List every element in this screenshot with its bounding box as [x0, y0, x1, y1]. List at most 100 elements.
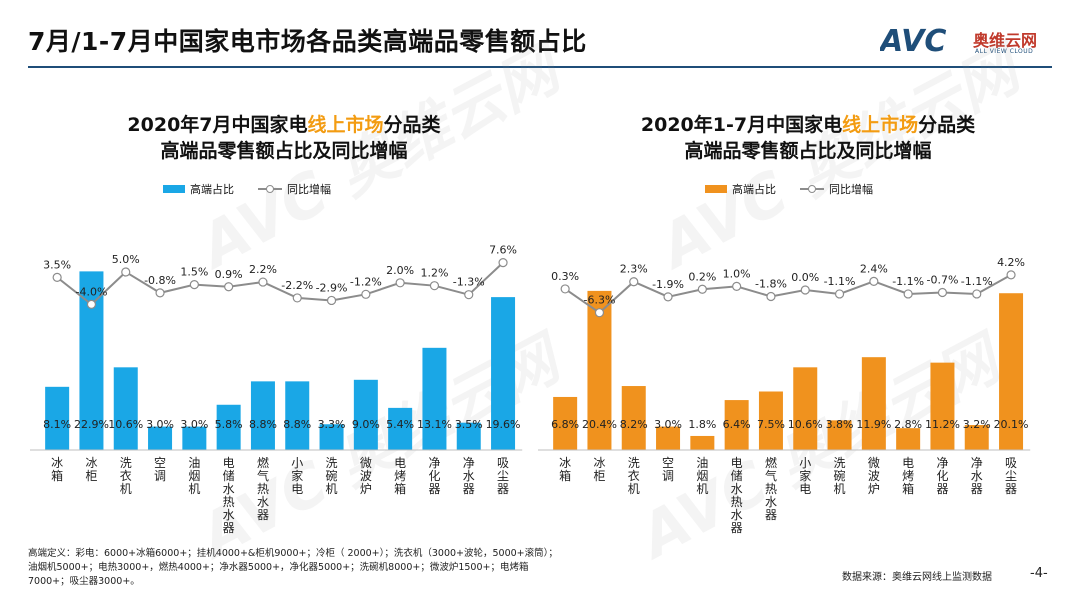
bar: [216, 404, 241, 450]
growth-point: [1006, 270, 1016, 280]
bar-value-label: 20.4%: [582, 418, 617, 431]
category-label: 洗碗机: [326, 456, 338, 496]
growth-point: [663, 292, 673, 302]
category-label: 吸尘器: [1005, 456, 1017, 496]
growth-point: [498, 258, 508, 268]
bar-value-label: 20.1%: [994, 418, 1029, 431]
growth-point: [189, 279, 199, 290]
bar-value-label: 11.2%: [925, 418, 960, 431]
growth-line: [564, 274, 1012, 314]
growth-point: [629, 277, 639, 287]
bar: [896, 428, 921, 450]
growth-value-label: 1.2%: [420, 267, 448, 280]
growth-value-label: -0.7%: [926, 274, 958, 287]
category-label: 电储水热水器: [223, 456, 235, 535]
bar: [422, 347, 447, 450]
category-label: 燃气热水器: [765, 455, 777, 522]
growth-value-label: -1.1%: [892, 275, 924, 288]
title-divider: [28, 66, 1052, 68]
bar-value-label: 6.4%: [723, 418, 751, 431]
bar-value-label: 5.4%: [386, 418, 414, 431]
bar-value-label: 1.8%: [688, 418, 716, 431]
bar-value-label: 3.0%: [654, 418, 682, 431]
legend-line-marker-icon: [258, 185, 282, 193]
bar: [587, 290, 612, 450]
category-label: 电烤箱: [902, 456, 914, 496]
growth-value-label: -1.2%: [350, 275, 382, 288]
bar: [113, 367, 138, 450]
bar: [353, 379, 378, 450]
growth-point: [903, 289, 913, 299]
bar-value-label: 3.2%: [963, 418, 991, 431]
left-chart: 8.1% 22.9% 10.6% 3.0% 3.0% 5.8% 8.8% 8.8% 3.3% 9.…: [30, 244, 523, 535]
growth-value-label: -2.9%: [316, 281, 348, 294]
category-label: 冰柜: [85, 456, 97, 483]
category-label: 油烟机: [188, 456, 200, 496]
legend-bar-label: 高端占比: [190, 183, 234, 196]
growth-value-label: 2.2%: [249, 263, 277, 276]
growth-line: [56, 261, 504, 306]
growth-value-label: 5.0%: [112, 253, 140, 266]
growth-value-label: 7.6%: [489, 244, 517, 257]
right-chart: 6.8% 20.4% 8.2% 3.0% 1.8% 6.4% 7.5% 10.6% 3.8% 11…: [538, 256, 1031, 535]
bar-value-label: 3.5%: [455, 418, 483, 431]
growth-value-label: 0.9%: [215, 268, 243, 281]
bar: [319, 424, 344, 450]
growth-value-label: 2.4%: [860, 262, 888, 275]
legend-line-label: 同比增幅: [829, 183, 873, 196]
bar-value-label: 9.0%: [352, 418, 380, 431]
bar-value-label: 8.8%: [249, 418, 277, 431]
bar-value-label: 8.8%: [283, 418, 311, 431]
bar-value-label: 5.8%: [215, 418, 243, 431]
category-label: 微波炉: [360, 456, 372, 496]
growth-point: [86, 299, 97, 310]
bar: [456, 422, 481, 450]
legend-bar-label: 高端占比: [732, 183, 776, 196]
growth-point: [869, 276, 879, 286]
category-label: 洗衣机: [628, 456, 640, 496]
bar: [861, 357, 886, 450]
bar: [724, 400, 749, 450]
bar: [656, 426, 681, 450]
growth-point: [361, 289, 371, 299]
growth-value-label: 2.0%: [386, 264, 414, 277]
category-label: 空调: [154, 456, 166, 483]
growth-point: [697, 284, 707, 294]
category-label: 小家电: [291, 456, 303, 496]
bar-value-label: 3.0%: [146, 418, 174, 431]
bar: [758, 391, 783, 450]
growth-point: [52, 272, 62, 283]
bar-value-label: 19.6%: [486, 418, 521, 431]
growth-point: [326, 295, 337, 306]
category-label: 净水器: [971, 456, 983, 496]
bar: [793, 367, 818, 450]
growth-point: [121, 267, 131, 277]
category-label: 净化器: [936, 456, 948, 496]
growth-value-label: -2.2%: [281, 279, 313, 292]
growth-point: [937, 287, 948, 298]
bar-value-label: 11.9%: [856, 418, 891, 431]
growth-point: [834, 289, 845, 299]
growth-value-label: -1.9%: [652, 278, 684, 291]
growth-value-label: 3.5%: [43, 258, 71, 271]
page-title: 7月/1-7月中国家电市场各品类高端品零售额占比: [28, 27, 587, 56]
bar: [491, 297, 516, 450]
footnote: 高端定义：彩电：6000+冰箱6000+；挂机4000+&柜机9000+；冷柜（…: [28, 548, 558, 587]
bar: [690, 435, 715, 450]
growth-value-label: -0.8%: [144, 274, 176, 287]
growth-point: [258, 277, 268, 287]
logo-mark-icon: AVC: [878, 24, 946, 59]
bar-value-label: 8.1%: [43, 418, 71, 431]
bar: [930, 362, 955, 450]
bar: [999, 293, 1024, 450]
growth-value-label: -4.0%: [75, 285, 107, 298]
right-legend: 高端占比 同比增幅: [705, 181, 873, 197]
growth-point: [429, 281, 440, 291]
category-label: 小家电: [799, 456, 811, 496]
category-label: 电储水热水器: [731, 456, 743, 535]
category-label: 净水器: [463, 456, 475, 496]
bar-value-label: 3.8%: [826, 418, 854, 431]
bar-value-label: 7.5%: [757, 418, 785, 431]
bar-value-label: 13.1%: [417, 418, 452, 431]
svg-text:AVC: AVC: [880, 24, 946, 56]
